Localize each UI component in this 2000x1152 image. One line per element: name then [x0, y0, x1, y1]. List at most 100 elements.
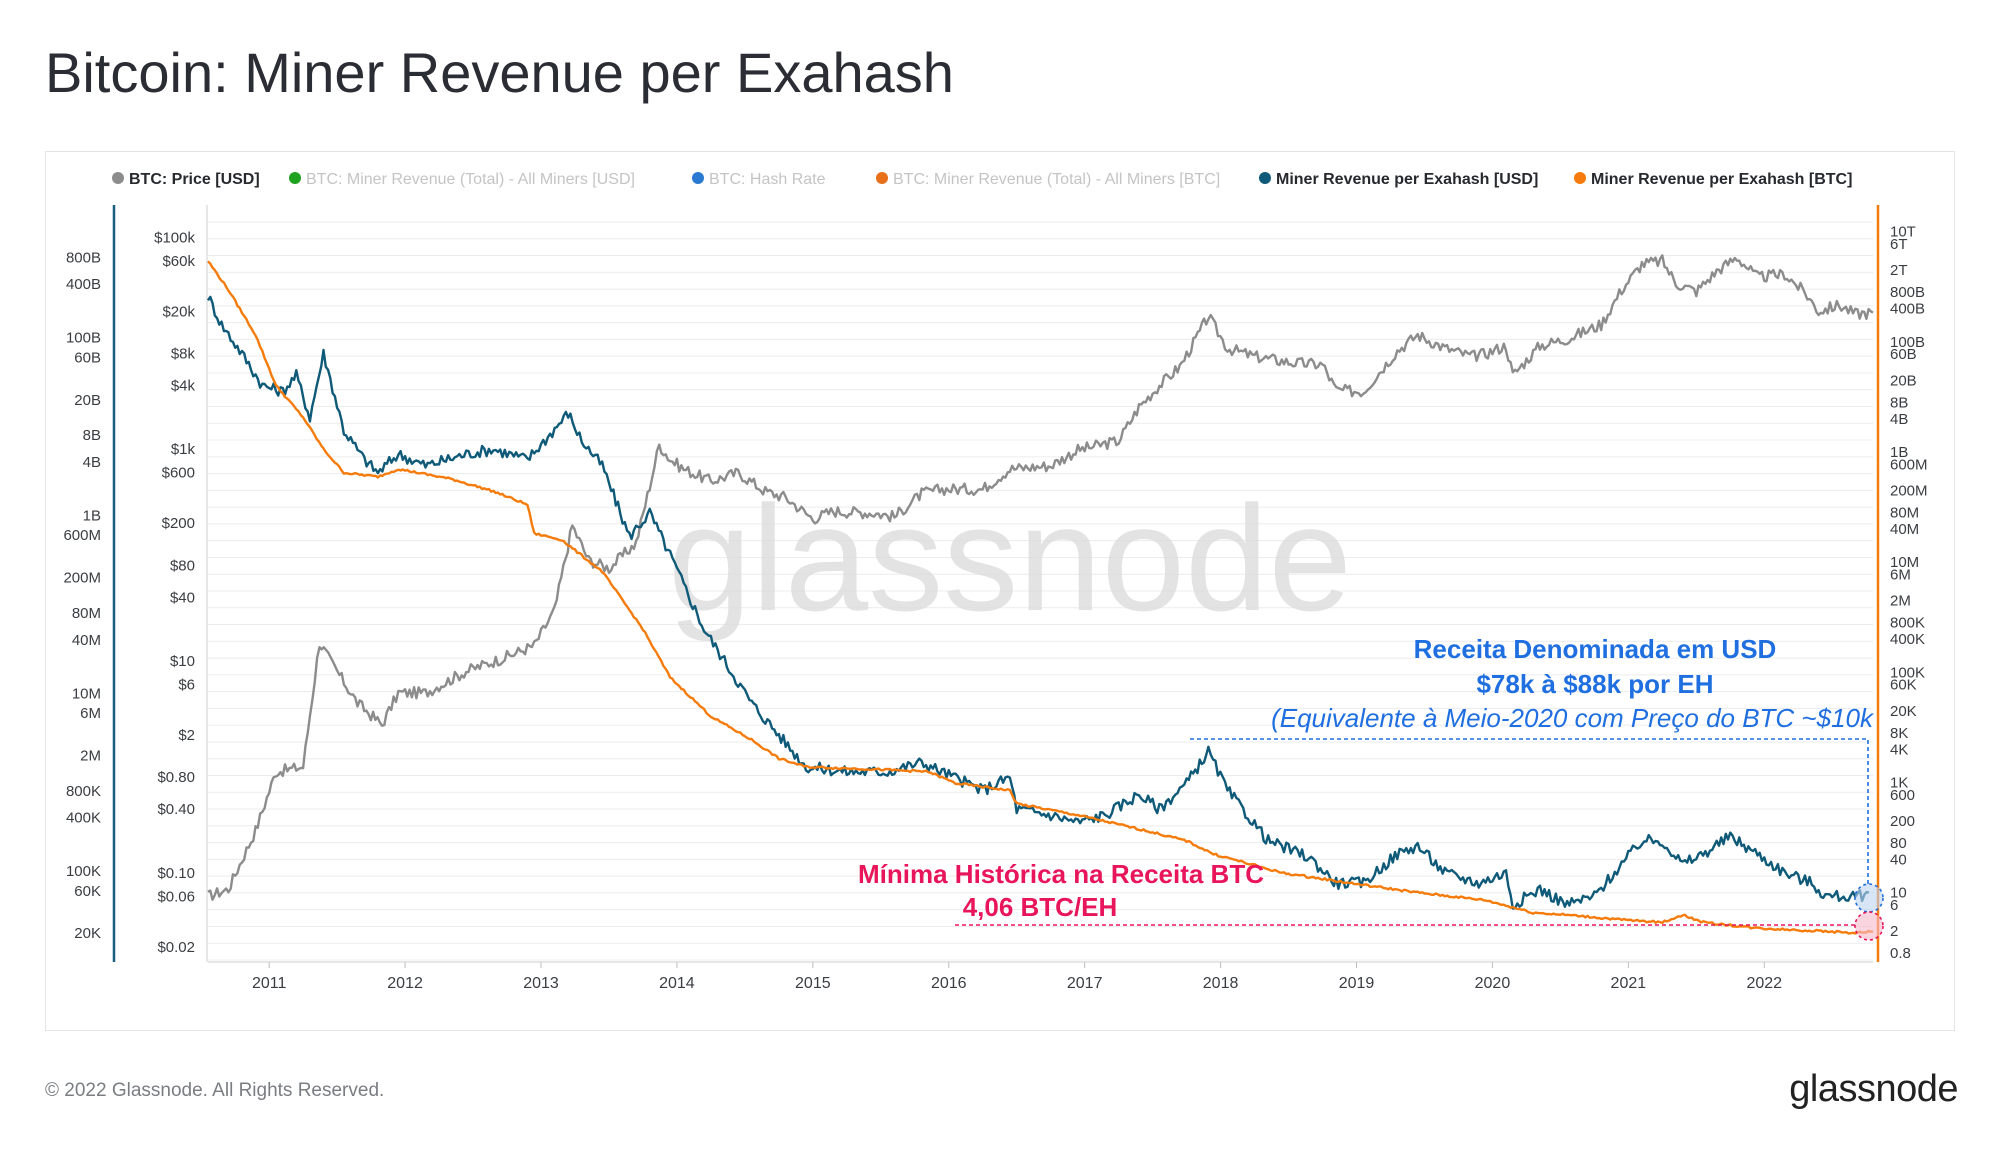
legend-marker: [876, 172, 888, 184]
left-inner-tick-label: $0.80: [157, 769, 195, 786]
left-outer-tick-label: 600M: [63, 527, 101, 544]
chart-frame: [45, 151, 1955, 1031]
right-tick-label: 6T: [1890, 236, 1908, 253]
right-tick-label: 600M: [1890, 456, 1928, 473]
right-tick-label: 40: [1890, 852, 1907, 869]
legend-marker: [112, 172, 124, 184]
footer-logo: glassnode: [1789, 1068, 1958, 1110]
price-usd-series-line: [207, 254, 1874, 901]
legend-label: BTC: Price [USD]: [129, 171, 260, 188]
right-tick-label: 10T: [1890, 224, 1916, 241]
right-tick-label: 10: [1890, 885, 1907, 902]
left-outer-tick-label: 800K: [66, 783, 101, 800]
left-inner-tick-label: $0.40: [157, 801, 195, 818]
revenue-per-eh-btc-series-line: [207, 260, 1874, 935]
x-tick-label: 2021: [1611, 975, 1647, 992]
right-tick-label: 6: [1890, 897, 1898, 914]
x-tick-label: 2012: [387, 975, 423, 992]
right-tick-label: 4K: [1890, 741, 1908, 758]
watermark: glassnode: [668, 474, 1352, 642]
x-tick-label: 2013: [523, 975, 559, 992]
x-tick-label: 2018: [1203, 975, 1239, 992]
right-tick-label: 100K: [1890, 664, 1925, 681]
right-tick-label: 800K: [1890, 615, 1925, 632]
right-tick-label: 100B: [1890, 334, 1925, 351]
legend-marker: [692, 172, 704, 184]
left-outer-tick-label: 100K: [66, 863, 101, 880]
left-inner-tick-label: $0.10: [157, 865, 195, 882]
left-inner-tick-label: $60k: [162, 253, 195, 270]
right-tick-label: 40M: [1890, 521, 1919, 538]
left-inner-tick-label: $4k: [171, 377, 196, 394]
x-tick-label: 2020: [1475, 975, 1511, 992]
left-inner-tick-label: $0.02: [157, 939, 195, 956]
x-tick-label: 2016: [931, 975, 967, 992]
right-tick-label: 20K: [1890, 703, 1917, 720]
grid-lines: [208, 221, 1873, 961]
annotation-btc-line2: 4,06 BTC/EH: [963, 892, 1118, 922]
legend-label: Miner Revenue per Exahash [USD]: [1276, 171, 1538, 188]
right-tick-label: 6M: [1890, 566, 1911, 583]
legend-marker: [289, 172, 301, 184]
left-inner-tick-label: $100k: [154, 229, 195, 246]
legend-marker: [1259, 172, 1271, 184]
left-inner-tick-label: $40: [170, 589, 195, 606]
x-tick-label: 2019: [1339, 975, 1375, 992]
left-outer-tick-label: 40M: [72, 632, 101, 649]
left-inner-tick-label: $200: [162, 515, 195, 532]
annotation-usd-line3: (Equivalente à Meio-2020 com Preço do BT…: [1271, 703, 1875, 733]
left-inner-tick-label: $80: [170, 557, 195, 574]
left-inner-tick-label: $20k: [162, 303, 195, 320]
annotation-usd-marker: [1854, 883, 1884, 913]
annotation-usd-line2: $78k à $88k por EH: [1476, 669, 1713, 699]
x-tick-label: 2015: [795, 975, 831, 992]
legend-label: BTC: Hash Rate: [709, 171, 826, 188]
copyright-text: © 2022 Glassnode. All Rights Reserved.: [45, 1080, 385, 1101]
legend-label: Miner Revenue per Exahash [BTC]: [1591, 171, 1852, 188]
page-title: Bitcoin: Miner Revenue per Exahash: [45, 41, 954, 104]
right-tick-label: 1B: [1890, 444, 1908, 461]
right-tick-label: 60K: [1890, 677, 1917, 694]
x-tick-label: 2011: [252, 975, 287, 992]
right-tick-label: 0.8: [1890, 945, 1911, 962]
right-tick-label: 2M: [1890, 593, 1911, 610]
right-tick-label: 200M: [1890, 483, 1928, 500]
right-tick-label: 8K: [1890, 725, 1908, 742]
right-tick-label: 400K: [1890, 631, 1925, 648]
right-tick-label: 600: [1890, 787, 1915, 804]
left-outer-tick-label: 60K: [74, 883, 101, 900]
left-outer-tick-label: 6M: [80, 705, 101, 722]
left-outer-tick-label: 4B: [83, 454, 101, 471]
right-tick-label: 80: [1890, 835, 1907, 852]
left-outer-tick-label: 400K: [66, 810, 101, 827]
annotation-usd-connector: [1190, 738, 1869, 885]
left-inner-tick-label: $0.06: [157, 888, 195, 905]
right-tick-label: 200: [1890, 813, 1915, 830]
left-inner-tick-label: $2: [178, 727, 195, 744]
right-tick-label: 10M: [1890, 554, 1919, 571]
right-tick-label: 20B: [1890, 372, 1917, 389]
left-outer-tick-label: 60B: [74, 349, 101, 366]
right-tick-label: 80M: [1890, 504, 1919, 521]
left-outer-tick-label: 20K: [74, 925, 101, 942]
right-tick-label: 4B: [1890, 411, 1908, 428]
right-tick-label: 400B: [1890, 301, 1925, 318]
left-outer-tick-label: 10M: [72, 685, 101, 702]
left-outer-tick-label: 8B: [83, 427, 101, 444]
annotation-btc-marker: [1854, 911, 1884, 941]
left-outer-tick-label: 200M: [63, 570, 101, 587]
annotation-btc-line1: Mínima Histórica na Receita BTC: [858, 859, 1264, 889]
annotation-usd-line1: Receita Denominada em USD: [1414, 634, 1777, 664]
left-inner-tick-label: $10: [170, 653, 195, 670]
left-outer-tick-label: 1B: [83, 507, 101, 524]
right-tick-label: 1K: [1890, 775, 1908, 792]
right-tick-label: 800B: [1890, 284, 1925, 301]
left-outer-tick-label: 400B: [66, 276, 101, 293]
x-tick-label: 2022: [1746, 975, 1782, 992]
left-inner-tick-label: $1k: [171, 441, 196, 458]
right-tick-label: 8B: [1890, 394, 1908, 411]
left-inner-tick-label: $6: [178, 676, 195, 693]
legend-marker: [1574, 172, 1586, 184]
left-inner-tick-label: $600: [162, 465, 195, 482]
